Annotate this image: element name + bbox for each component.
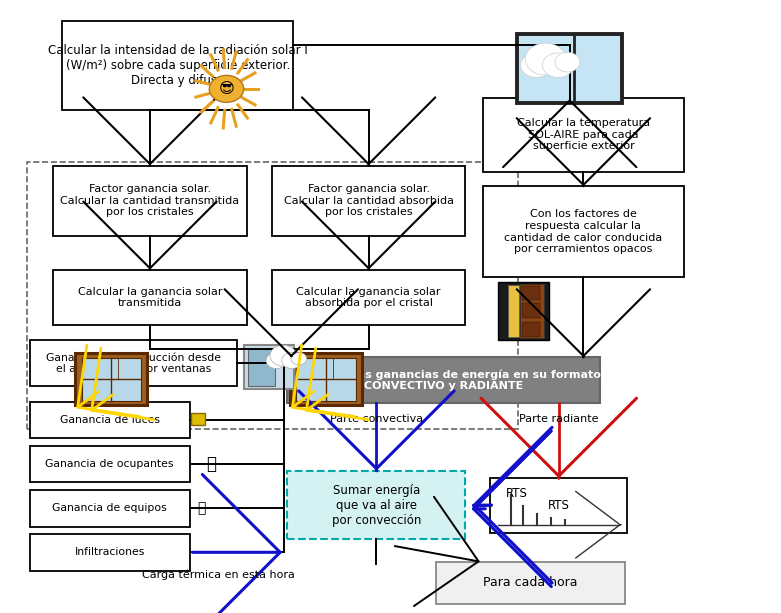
FancyBboxPatch shape: [191, 413, 205, 425]
Circle shape: [266, 352, 287, 368]
FancyBboxPatch shape: [490, 478, 627, 533]
FancyBboxPatch shape: [30, 340, 237, 386]
Text: Ganancia de ocupantes: Ganancia de ocupantes: [45, 459, 174, 469]
Circle shape: [282, 352, 302, 368]
Text: RTS: RTS: [547, 499, 570, 512]
FancyBboxPatch shape: [522, 286, 540, 300]
Text: Calcular la ganancia solar
transmitida: Calcular la ganancia solar transmitida: [77, 286, 223, 308]
FancyBboxPatch shape: [297, 358, 355, 401]
Text: Infiltraciones: Infiltraciones: [74, 547, 145, 557]
Text: Para cada hora: Para cada hora: [483, 576, 577, 590]
FancyBboxPatch shape: [272, 166, 465, 236]
FancyBboxPatch shape: [522, 303, 540, 318]
Circle shape: [555, 52, 580, 72]
Text: Parte radiante: Parte radiante: [519, 414, 598, 424]
Text: Parte convectiva: Parte convectiva: [330, 414, 423, 424]
Text: Con los factores de
respuesta calcular la
cantidad de calor conducida
por cerram: Con los factores de respuesta calcular l…: [505, 209, 662, 254]
Text: 😎: 😎: [219, 82, 234, 96]
FancyBboxPatch shape: [53, 166, 247, 236]
Circle shape: [209, 75, 244, 102]
FancyBboxPatch shape: [520, 284, 544, 338]
Text: 🖥: 🖥: [198, 501, 205, 515]
Text: ⊕: ⊕: [192, 413, 203, 427]
Text: Ganancia de equipos: Ganancia de equipos: [52, 503, 167, 513]
FancyBboxPatch shape: [287, 357, 600, 403]
FancyBboxPatch shape: [517, 34, 622, 103]
Circle shape: [525, 43, 565, 75]
Circle shape: [520, 53, 551, 77]
FancyBboxPatch shape: [508, 285, 519, 337]
Text: Factor ganancia solar.
Calcular la cantidad absorbida
por los cristales: Factor ganancia solar. Calcular la canti…: [284, 184, 454, 218]
Text: Calcular la temperatura
SOL-AIRE para cada
superficie exterior: Calcular la temperatura SOL-AIRE para ca…: [517, 118, 650, 151]
Text: Carga térmica en esta hora: Carga térmica en esta hora: [142, 569, 295, 581]
FancyBboxPatch shape: [30, 446, 190, 482]
FancyBboxPatch shape: [30, 534, 190, 571]
FancyBboxPatch shape: [76, 353, 147, 406]
Text: Sumar energía
que va al aire
por convección: Sumar energía que va al aire por convecc…: [332, 484, 421, 527]
FancyBboxPatch shape: [30, 402, 190, 438]
Circle shape: [291, 352, 307, 365]
Text: Divisor de las ganancias de energía en su formato
CONVECTIVO y RADIANTE: Divisor de las ganancias de energía en s…: [287, 369, 601, 392]
FancyBboxPatch shape: [53, 270, 247, 325]
FancyBboxPatch shape: [483, 186, 684, 277]
FancyBboxPatch shape: [291, 353, 362, 406]
Text: Ganancia de luces: Ganancia de luces: [59, 415, 160, 425]
FancyBboxPatch shape: [287, 471, 465, 539]
FancyBboxPatch shape: [522, 322, 540, 337]
FancyBboxPatch shape: [436, 562, 625, 604]
FancyBboxPatch shape: [272, 270, 465, 325]
FancyBboxPatch shape: [248, 349, 275, 386]
FancyBboxPatch shape: [30, 490, 190, 527]
Circle shape: [542, 53, 573, 77]
FancyBboxPatch shape: [244, 345, 294, 389]
Text: Calcular la intensidad de la radiación solar I
(W/m²) sobre cada superficie exte: Calcular la intensidad de la radiación s…: [48, 44, 308, 88]
Circle shape: [270, 345, 297, 366]
Text: RTS: RTS: [506, 487, 528, 500]
Text: Factor ganancia solar.
Calcular la cantidad transmitida
por los cristales: Factor ganancia solar. Calcular la canti…: [60, 184, 240, 218]
FancyBboxPatch shape: [483, 98, 684, 172]
FancyBboxPatch shape: [62, 21, 293, 110]
FancyBboxPatch shape: [82, 358, 141, 401]
FancyBboxPatch shape: [498, 282, 549, 340]
Text: Ganancia por conducción desde
el aire exterior por ventanas: Ganancia por conducción desde el aire ex…: [45, 352, 221, 375]
Text: Calcular la ganancia solar
absorbida por el cristal: Calcular la ganancia solar absorbida por…: [296, 286, 441, 308]
Text: 👷: 👷: [206, 455, 216, 473]
